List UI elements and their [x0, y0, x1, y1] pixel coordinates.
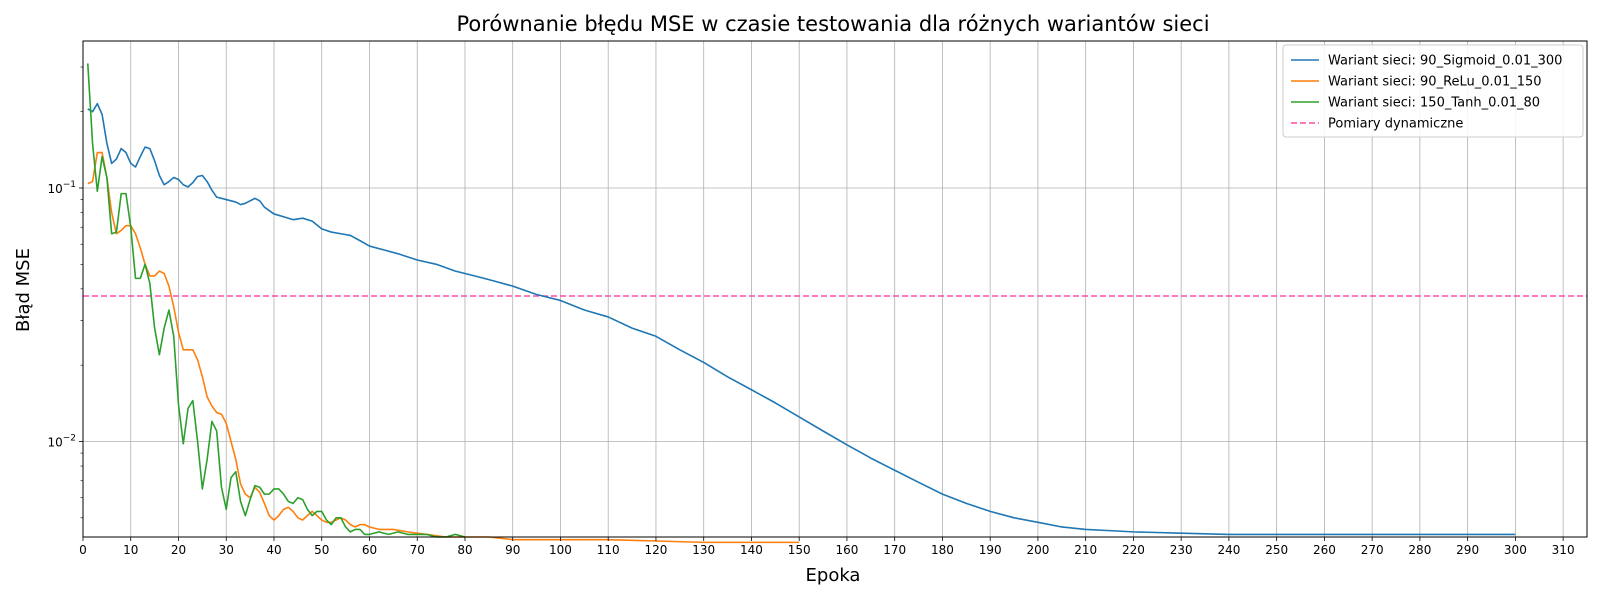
y-tick-label: 10−1	[47, 180, 76, 196]
x-tick-label: 10	[123, 543, 138, 557]
x-tick-label: 130	[692, 543, 715, 557]
x-tick-label: 230	[1170, 543, 1193, 557]
x-tick-label: 250	[1265, 543, 1288, 557]
x-tick-label: 200	[1026, 543, 1049, 557]
x-tick-label: 150	[788, 543, 811, 557]
x-axis-label: Epoka	[806, 565, 861, 586]
x-tick-label: 60	[362, 543, 377, 557]
x-tick-label: 120	[644, 543, 667, 557]
x-tick-label: 140	[740, 543, 763, 557]
legend-label: Wariant sieci: 90_ReLu_0.01_150	[1328, 75, 1542, 90]
legend-label: Pomiary dynamiczne	[1328, 117, 1463, 132]
x-tick-label: 100	[549, 543, 572, 557]
x-tick-label: 240	[1217, 543, 1240, 557]
y-axis-ticks: 10−1 10−2	[47, 66, 83, 519]
x-tick-label: 80	[457, 543, 472, 557]
x-tick-label: 160	[835, 543, 858, 557]
series-layer	[86, 63, 1516, 544]
legend-box	[1282, 44, 1584, 138]
x-tick-label: 70	[410, 543, 425, 557]
x-tick-label: 30	[219, 543, 234, 557]
series-line-1	[87, 102, 1516, 536]
x-tick-label: 310	[1552, 543, 1575, 557]
chart-title: Porównanie błędu MSE w czasie testowania…	[456, 12, 1209, 36]
x-tick-label: 110	[597, 543, 620, 557]
x-tick-label: 300	[1504, 543, 1527, 557]
series-line-2	[87, 151, 800, 544]
x-tick-label: 180	[931, 543, 954, 557]
x-tick-label: 40	[266, 543, 281, 557]
x-tick-label: 90	[505, 543, 520, 557]
legend: Wariant sieci: 90_Sigmoid_0.01_300 Warian…	[1282, 44, 1584, 138]
x-tick-label: 290	[1456, 543, 1479, 557]
x-tick-label: 170	[883, 543, 906, 557]
x-tick-label: 210	[1074, 543, 1097, 557]
series-line-3	[86, 63, 466, 538]
grid	[82, 41, 1587, 537]
x-tick-label: 50	[314, 543, 329, 557]
legend-label: Wariant sieci: 150_Tanh_0.01_80	[1328, 96, 1540, 111]
x-tick-label: 220	[1122, 543, 1145, 557]
x-tick-label: 270	[1361, 543, 1384, 557]
y-axis-label: Błąd MSE	[13, 248, 34, 332]
y-tick-label: 10−2	[47, 433, 76, 449]
x-tick-label: 190	[979, 543, 1002, 557]
x-axis-ticks: 0 10 20 30 40 50 60 70 80 90 100 110 120 130 140 150 160…	[79, 537, 1575, 557]
x-tick-label: 260	[1313, 543, 1336, 557]
x-tick-label: 20	[171, 543, 186, 557]
legend-label: Wariant sieci: 90_Sigmoid_0.01_300	[1328, 54, 1562, 69]
x-tick-label: 0	[79, 543, 87, 557]
x-tick-label: 280	[1408, 543, 1431, 557]
